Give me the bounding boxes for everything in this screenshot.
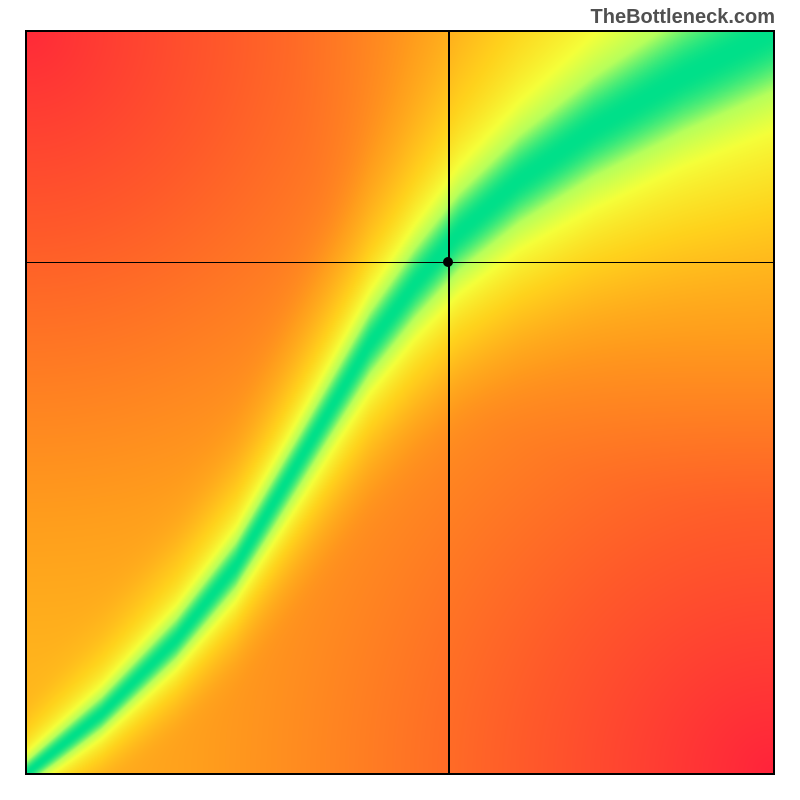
root: TheBottleneck.com [0,0,800,800]
heatmap-area [27,32,773,773]
watermark-text: TheBottleneck.com [591,6,775,29]
chart-frame [25,30,775,775]
crosshair-vertical [448,32,450,773]
heatmap-canvas [27,32,773,773]
crosshair-horizontal [27,262,773,264]
